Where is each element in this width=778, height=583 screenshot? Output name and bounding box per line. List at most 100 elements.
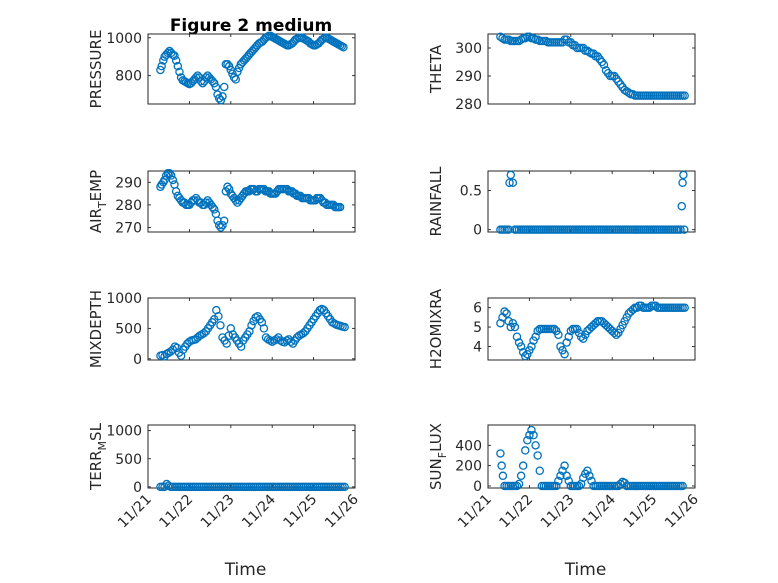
- data-point: [218, 220, 227, 230]
- data-point: [610, 328, 619, 338]
- y-axis-label: H2OMIXRA: [427, 288, 445, 369]
- data-point: [496, 449, 505, 458]
- data-point: [512, 481, 522, 491]
- data-point: [521, 33, 530, 43]
- data-point: [216, 223, 226, 232]
- data-point: [170, 51, 179, 61]
- data-point: [564, 476, 573, 486]
- data-point: [171, 56, 181, 65]
- data-point: [231, 75, 241, 84]
- data-point: [219, 82, 229, 92]
- data-point: [166, 171, 176, 180]
- y-tick-label: 1000: [106, 424, 142, 440]
- data-point: [525, 430, 534, 440]
- data-point: [506, 170, 516, 180]
- data-point: [498, 471, 508, 481]
- data-markers: [156, 31, 348, 105]
- y-tick-label: 0: [473, 223, 482, 239]
- x-tick-label: 11/23: [538, 492, 578, 532]
- data-point: [173, 61, 183, 71]
- x-tick-label: 11/22: [496, 492, 536, 532]
- y-tick-label: 270: [115, 220, 142, 236]
- x-tick-label: 11/25: [621, 492, 661, 532]
- x-axis-label: Time: [564, 560, 607, 580]
- y-tick-label: 0.5: [460, 184, 482, 200]
- data-point: [505, 178, 514, 187]
- x-tick-label: 11/25: [281, 492, 321, 532]
- data-point: [504, 35, 513, 44]
- data-point: [599, 60, 609, 70]
- data-point: [209, 205, 219, 214]
- x-tick-label: 11/24: [239, 491, 279, 531]
- x-tick-label: 11/21: [455, 492, 495, 532]
- data-point: [504, 225, 513, 234]
- data-point: [498, 33, 507, 43]
- data-point: [678, 481, 687, 491]
- data-point: [521, 351, 530, 361]
- data-markers: [156, 169, 345, 232]
- data-point: [679, 225, 689, 234]
- data-point: [523, 435, 532, 445]
- data-point: [541, 36, 551, 46]
- y-tick-label: 0: [133, 480, 142, 496]
- figure-title: Figure 2 medium: [170, 16, 332, 36]
- y-tick-label: 0: [133, 352, 142, 368]
- data-point: [556, 471, 565, 481]
- data-point: [335, 202, 345, 212]
- x-tick-label: 11/26: [322, 491, 362, 531]
- data-point: [223, 182, 232, 192]
- data-point: [165, 169, 174, 178]
- subplot-theta: 280 290 300 THETA: [427, 32, 696, 113]
- y-tick-label: 500: [115, 321, 142, 337]
- x-axis-label: Time: [224, 560, 267, 580]
- data-point: [680, 303, 689, 312]
- data-point: [552, 481, 561, 491]
- data-point: [676, 225, 685, 234]
- subplot-rainfall: 0 0.5 RAINFALL: [427, 166, 696, 239]
- y-tick-label: 6: [473, 301, 482, 317]
- data-point: [554, 476, 563, 486]
- y-tick-label: 290: [455, 69, 482, 85]
- y-axis-label: RAINFALL: [427, 166, 445, 237]
- x-tick-label: 11/26: [662, 491, 702, 531]
- y-tick-label: 200: [455, 459, 482, 475]
- subplot-sun_flux: 0 200 400 11/21 11/22 11/23 11/24 11/25 11/26 SUN…: [427, 423, 702, 580]
- data-point: [216, 95, 226, 105]
- data-point: [518, 461, 528, 470]
- data-point: [529, 430, 538, 440]
- data-point: [558, 466, 567, 475]
- data-point: [583, 466, 592, 475]
- data-point: [211, 82, 221, 92]
- data-point: [562, 338, 571, 347]
- data-markers: [496, 425, 687, 491]
- data-point: [339, 42, 348, 52]
- data-point: [514, 479, 524, 489]
- data-point: [585, 471, 594, 481]
- data-point: [500, 307, 509, 316]
- data-point: [224, 184, 234, 194]
- data-point: [533, 35, 542, 44]
- axes-frame: [487, 170, 696, 233]
- data-markers: [156, 479, 349, 492]
- data-point: [531, 441, 540, 450]
- data-point: [201, 198, 211, 207]
- data-point: [521, 446, 530, 455]
- y-tick-label: 300: [455, 41, 482, 57]
- y-axis-label: PRESSURE: [87, 30, 105, 109]
- data-point: [286, 337, 296, 347]
- data-point: [612, 330, 621, 340]
- data-point: [549, 324, 559, 334]
- data-point: [259, 324, 269, 333]
- data-point: [560, 349, 569, 359]
- data-point: [512, 332, 522, 341]
- y-tick-label: 4: [473, 339, 482, 355]
- data-point: [587, 476, 596, 486]
- data-point: [156, 65, 165, 75]
- data-point: [298, 328, 308, 338]
- data-markers: [156, 304, 349, 361]
- data-point: [497, 461, 506, 470]
- data-point: [628, 89, 638, 99]
